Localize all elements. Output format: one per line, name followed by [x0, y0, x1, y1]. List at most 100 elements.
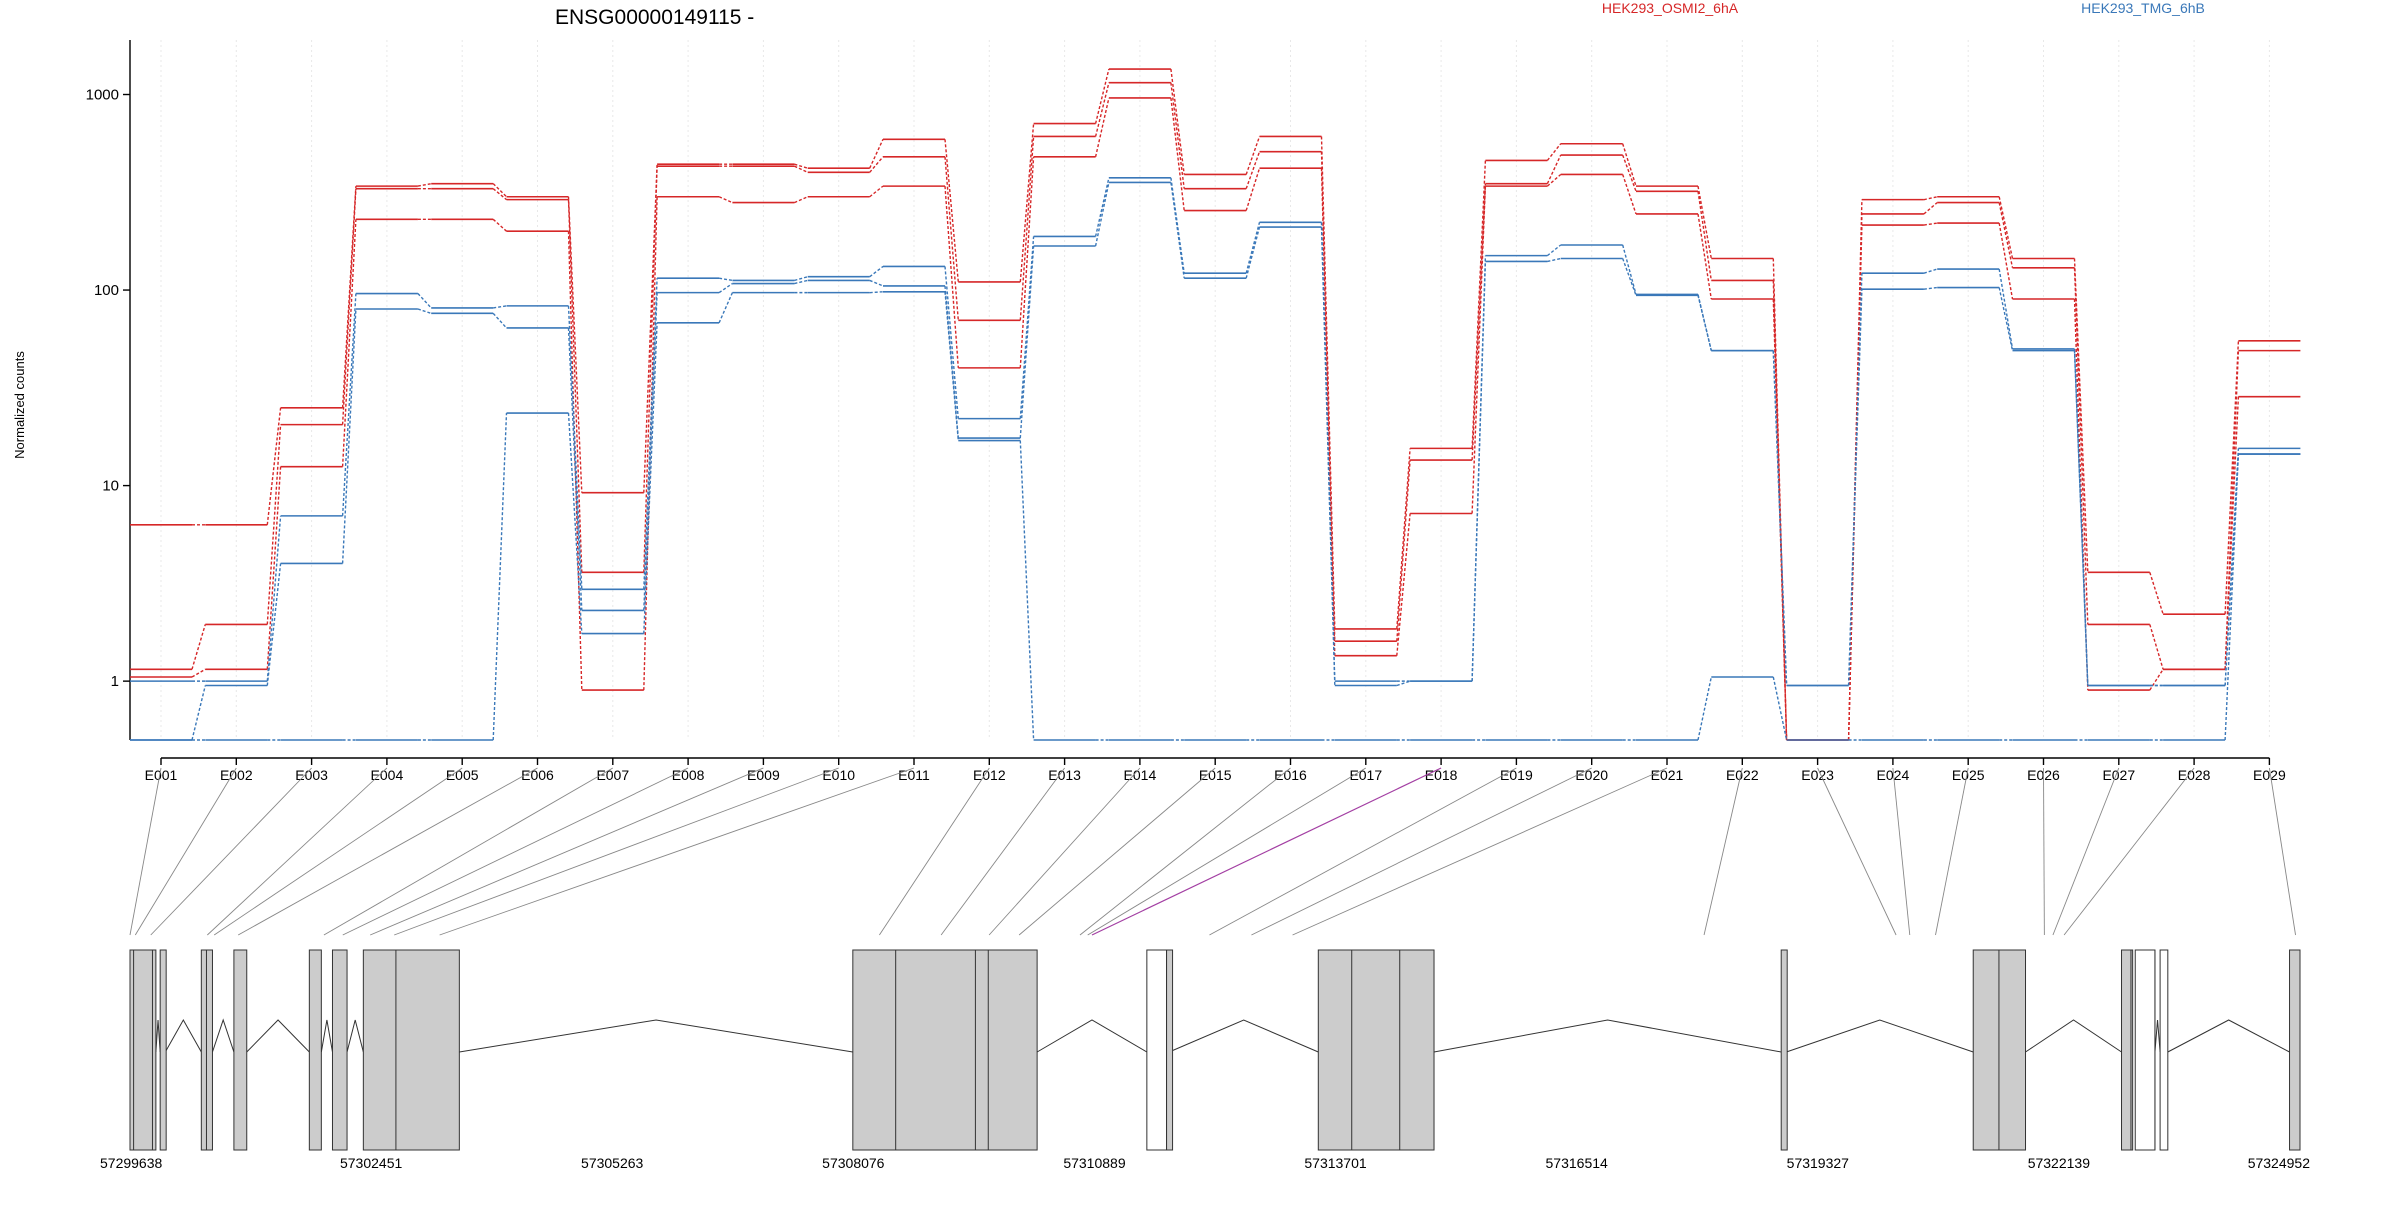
genomic-tick-label-4: 57308076: [822, 1155, 885, 1171]
series-6-step-E008: [718, 292, 734, 324]
grid-layer: [160, 40, 2270, 740]
series-5-step-E006: [567, 327, 583, 611]
series-1-step-E005: [492, 183, 507, 198]
series-3-step-E010: [869, 185, 884, 198]
connector-E025: [1935, 767, 1969, 936]
y-axis-label: Normalized counts: [12, 351, 27, 459]
series-5-step-E005: [492, 312, 508, 329]
intron-9: [1036, 1019, 1148, 1053]
series-4-step-E009: [794, 276, 808, 282]
series-2-step-E019: [1546, 154, 1562, 184]
genomic-tick-label-6: 57313701: [1304, 1155, 1367, 1171]
exon-box-9: [852, 949, 1038, 1151]
series-5-step-E023: [1847, 289, 1863, 686]
connector-E020: [1251, 767, 1592, 936]
x-tick-label-E004: E004: [371, 767, 404, 783]
series-4-step-E007: [643, 278, 658, 590]
series-2-step-E021: [1697, 191, 1712, 281]
series-4-step-E020: [1622, 244, 1637, 295]
series-4-step-E006: [567, 305, 583, 590]
x-tick-label-E016: E016: [1274, 767, 1307, 783]
genomic-tick-label-9: 57322139: [2028, 1155, 2091, 1171]
series-4-step-E013: [1094, 177, 1110, 237]
x-tick-label-E008: E008: [672, 767, 705, 783]
series-5-step-E013: [1094, 182, 1110, 247]
series-1-step-E014: [1170, 68, 1185, 175]
connector-E005: [213, 767, 463, 936]
intron-14: [2025, 1019, 2122, 1053]
genomic-axis: 57299638 57302451 57305263 57308076 57310889…: [100, 1155, 2310, 1171]
genomic-tick-label-5: 57310889: [1063, 1155, 1126, 1171]
series-1-step-E019: [1546, 143, 1562, 161]
y-tick-label-1000: 1000: [86, 87, 119, 104]
series-3-step-E002: [266, 466, 282, 670]
x-tick-label-E010: E010: [822, 767, 855, 783]
series-1-step-E010: [869, 139, 884, 169]
connector-E019: [1209, 767, 1517, 936]
series-3-step-E012: [1019, 156, 1035, 368]
intron-4: [211, 1018, 235, 1053]
intron-2: [164, 1018, 202, 1053]
connector-E029: [2268, 767, 2296, 936]
connector-E013: [940, 767, 1065, 936]
series-5-step-E008: [718, 282, 733, 294]
series-3-step-E020: [1622, 174, 1637, 215]
series-3-step-E006: [567, 231, 583, 691]
series-5-step-E010: [869, 279, 884, 287]
exon-box-12: [1317, 949, 1435, 1151]
series-5-step-E026: [2073, 350, 2089, 686]
series-2-step-E011: [944, 156, 959, 321]
genomic-tick-label-7: 57316514: [1546, 1155, 1609, 1171]
genomic-tick-label-2: 57302451: [340, 1155, 403, 1171]
series-3-step-E003: [341, 219, 357, 467]
series-4-step-E010: [869, 265, 884, 278]
series-1-step-E018: [1471, 160, 1487, 449]
y-tick-label-10: 10: [102, 478, 119, 495]
series-3: [130, 97, 2301, 741]
x-tick-label-E006: E006: [521, 767, 554, 783]
connector-E018: [1091, 767, 1442, 936]
series-2-step-E005: [492, 188, 507, 201]
series-6: [130, 290, 2301, 741]
exon-connectors: [129, 767, 2296, 936]
series-3-step-E017: [1396, 513, 1411, 656]
series-2-step-E007: [643, 166, 658, 573]
series-5-step-E014: [1170, 182, 1185, 279]
connector-E012: [879, 767, 990, 936]
series-4-step-E015: [1245, 222, 1261, 274]
series-3-step-E013: [1094, 97, 1110, 157]
x-tick-label-E021: E021: [1651, 767, 1684, 783]
series-3-step-E023: [1847, 225, 1863, 741]
series-5-step-E017: [1396, 680, 1411, 687]
series-2-step-E018: [1471, 183, 1487, 461]
series-5-step-E025: [1998, 287, 2014, 351]
series-1: [130, 68, 2301, 741]
x-tick-label-E028: E028: [2178, 767, 2211, 783]
series-5-step-E001: [191, 685, 206, 741]
series-2-step-E010: [869, 156, 884, 173]
series-3-step-E005: [492, 218, 507, 232]
x-tick-label-E020: E020: [1575, 767, 1608, 783]
x-tick-label-E019: E019: [1500, 767, 1533, 783]
series-1-step-E009: [794, 163, 808, 169]
x-tick-label-E022: E022: [1726, 767, 1759, 783]
series-4-step-E011: [944, 266, 959, 419]
y-tick-label-1: 1: [111, 673, 119, 690]
connector-E001: [129, 767, 162, 936]
series-6-step-E021: [1697, 676, 1712, 741]
series-5-step-E009: [794, 279, 808, 285]
intron-8: [459, 1019, 853, 1053]
x-tick-label-E017: E017: [1349, 767, 1382, 783]
series-2-step-E003: [341, 188, 357, 425]
series-6-step-E010: [869, 291, 884, 294]
exon-box-11: [1166, 949, 1174, 1151]
x-tick-label-E025: E025: [1952, 767, 1985, 783]
exon-box-13: [1780, 949, 1788, 1151]
series-2: [130, 81, 2301, 741]
series-3-step-E015: [1245, 167, 1261, 211]
exon-box-16: [2134, 949, 2156, 1151]
series-6-step-E007: [643, 322, 658, 634]
exon-box-17: [2159, 949, 2169, 1151]
series-2-step-E025: [1998, 202, 2014, 268]
